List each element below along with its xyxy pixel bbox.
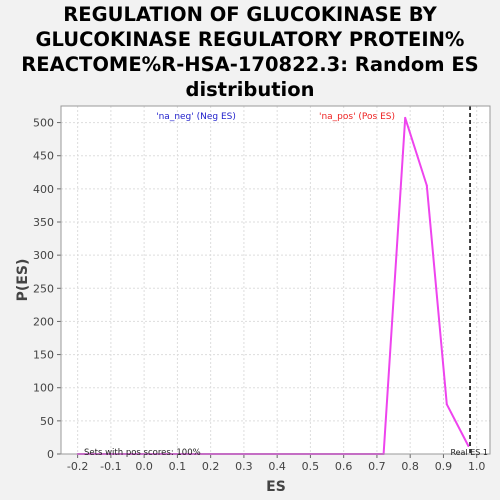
y-tick-label: 450: [33, 150, 54, 163]
chart-title: REGULATION OF GLUCOKINASE BY GLUCOKINASE…: [0, 2, 500, 102]
y-tick-label: 400: [33, 183, 54, 196]
y-tick-label: 350: [33, 216, 54, 229]
title-line: GLUCOKINASE REGULATORY PROTEIN%: [35, 28, 465, 51]
x-tick-label: 0.1: [169, 460, 187, 473]
x-tick-label: 0.2: [202, 460, 220, 473]
x-axis-label: ES: [266, 479, 286, 495]
title-line: distribution: [185, 78, 315, 101]
data-point: [425, 184, 428, 187]
x-tick-label: 0.4: [268, 460, 286, 473]
x-tick-label: -0.2: [67, 460, 88, 473]
data-point: [467, 445, 470, 448]
x-tick-label: 0.7: [368, 460, 386, 473]
y-tick-label: 50: [40, 415, 54, 428]
y-tick-label: 100: [33, 382, 54, 395]
x-tick-label: 0.0: [135, 460, 153, 473]
data-point: [445, 403, 448, 406]
plot-area: [61, 106, 490, 454]
x-tick-label: 0.6: [335, 460, 353, 473]
y-tick-label: 250: [33, 282, 54, 295]
x-tick-label: 0.8: [401, 460, 419, 473]
y-tick-label: 150: [33, 349, 54, 362]
y-tick-label: 0: [47, 448, 54, 461]
title-line: REGULATION OF GLUCOKINASE BY: [63, 3, 437, 26]
x-tick-label: -0.1: [100, 460, 121, 473]
y-tick-label: 500: [33, 117, 54, 130]
legend-pos-label: 'na_pos' (Pos ES): [319, 112, 395, 122]
x-tick-label: 0.5: [302, 460, 320, 473]
x-tick-label: 0.3: [235, 460, 253, 473]
y-tick-label: 300: [33, 249, 54, 262]
axis-ticks: -0.2 -0.1 0.0 0.1 0.2 0.3 0.4 0.5 0.6 0.7 0.8 0.9 1.…: [33, 117, 485, 473]
sets-annotation: Sets with pos scores: 100%: [84, 448, 201, 458]
legend-neg-label: 'na_neg' (Neg ES): [156, 112, 236, 122]
x-tick-label: 1.0: [468, 460, 486, 473]
grid: [61, 106, 490, 455]
title-line: REACTOME%R-HSA-170822.3: Random ES: [21, 53, 479, 76]
x-tick-label: 0.9: [435, 460, 453, 473]
real-es-label: Real ES 1: [450, 448, 488, 457]
data-point: [404, 116, 407, 119]
y-tick-label: 200: [33, 315, 54, 328]
y-axis-label: P(ES): [15, 259, 31, 302]
plot-border: [60, 105, 491, 455]
